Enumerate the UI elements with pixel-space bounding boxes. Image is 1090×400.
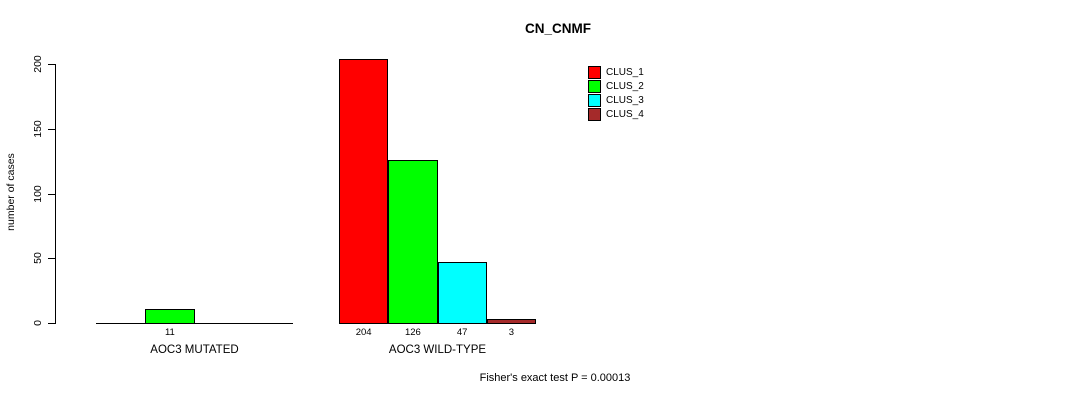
y-axis-label: number of cases	[5, 153, 17, 231]
bar-value-label: 47	[456, 327, 468, 338]
legend-label: CLUS_3	[606, 95, 644, 106]
chart-title: CN_CNMF	[525, 21, 591, 36]
legend-swatch-clus_1	[588, 66, 601, 79]
y-tick	[48, 258, 56, 259]
bar-clus_1	[339, 59, 389, 324]
y-tick-label: 200	[32, 55, 44, 73]
bar-clus_2	[388, 160, 438, 324]
y-tick-label: 0	[32, 320, 44, 326]
y-tick-label: 150	[32, 120, 44, 138]
bar-value-label: 204	[355, 327, 372, 338]
legend-swatch-clus_4	[588, 108, 601, 121]
bar-value-label: 11	[164, 327, 175, 338]
y-tick	[48, 194, 56, 195]
legend-label: CLUS_2	[606, 81, 644, 92]
bar-clus_3	[437, 262, 487, 324]
legend-swatch-clus_3	[588, 94, 601, 107]
y-tick	[48, 323, 56, 324]
bar-value-label: 3	[508, 327, 515, 338]
x-group-label: AOC3 WILD-TYPE	[388, 344, 487, 356]
y-tick-label: 100	[32, 185, 44, 203]
bar-clus_2	[145, 309, 195, 324]
x-group-label: AOC3 MUTATED	[150, 344, 239, 356]
legend-label: CLUS_4	[606, 109, 644, 120]
legend-swatch-clus_2	[588, 80, 601, 93]
group-baseline	[96, 323, 293, 324]
fisher-test-annotation: Fisher's exact test P = 0.00013	[479, 372, 631, 384]
bar-value-label: 126	[404, 327, 421, 338]
y-tick	[48, 64, 56, 65]
y-tick	[48, 129, 56, 130]
y-tick-label: 50	[32, 252, 44, 264]
legend-label: CLUS_1	[606, 67, 644, 78]
bar-clus_4	[486, 319, 536, 324]
